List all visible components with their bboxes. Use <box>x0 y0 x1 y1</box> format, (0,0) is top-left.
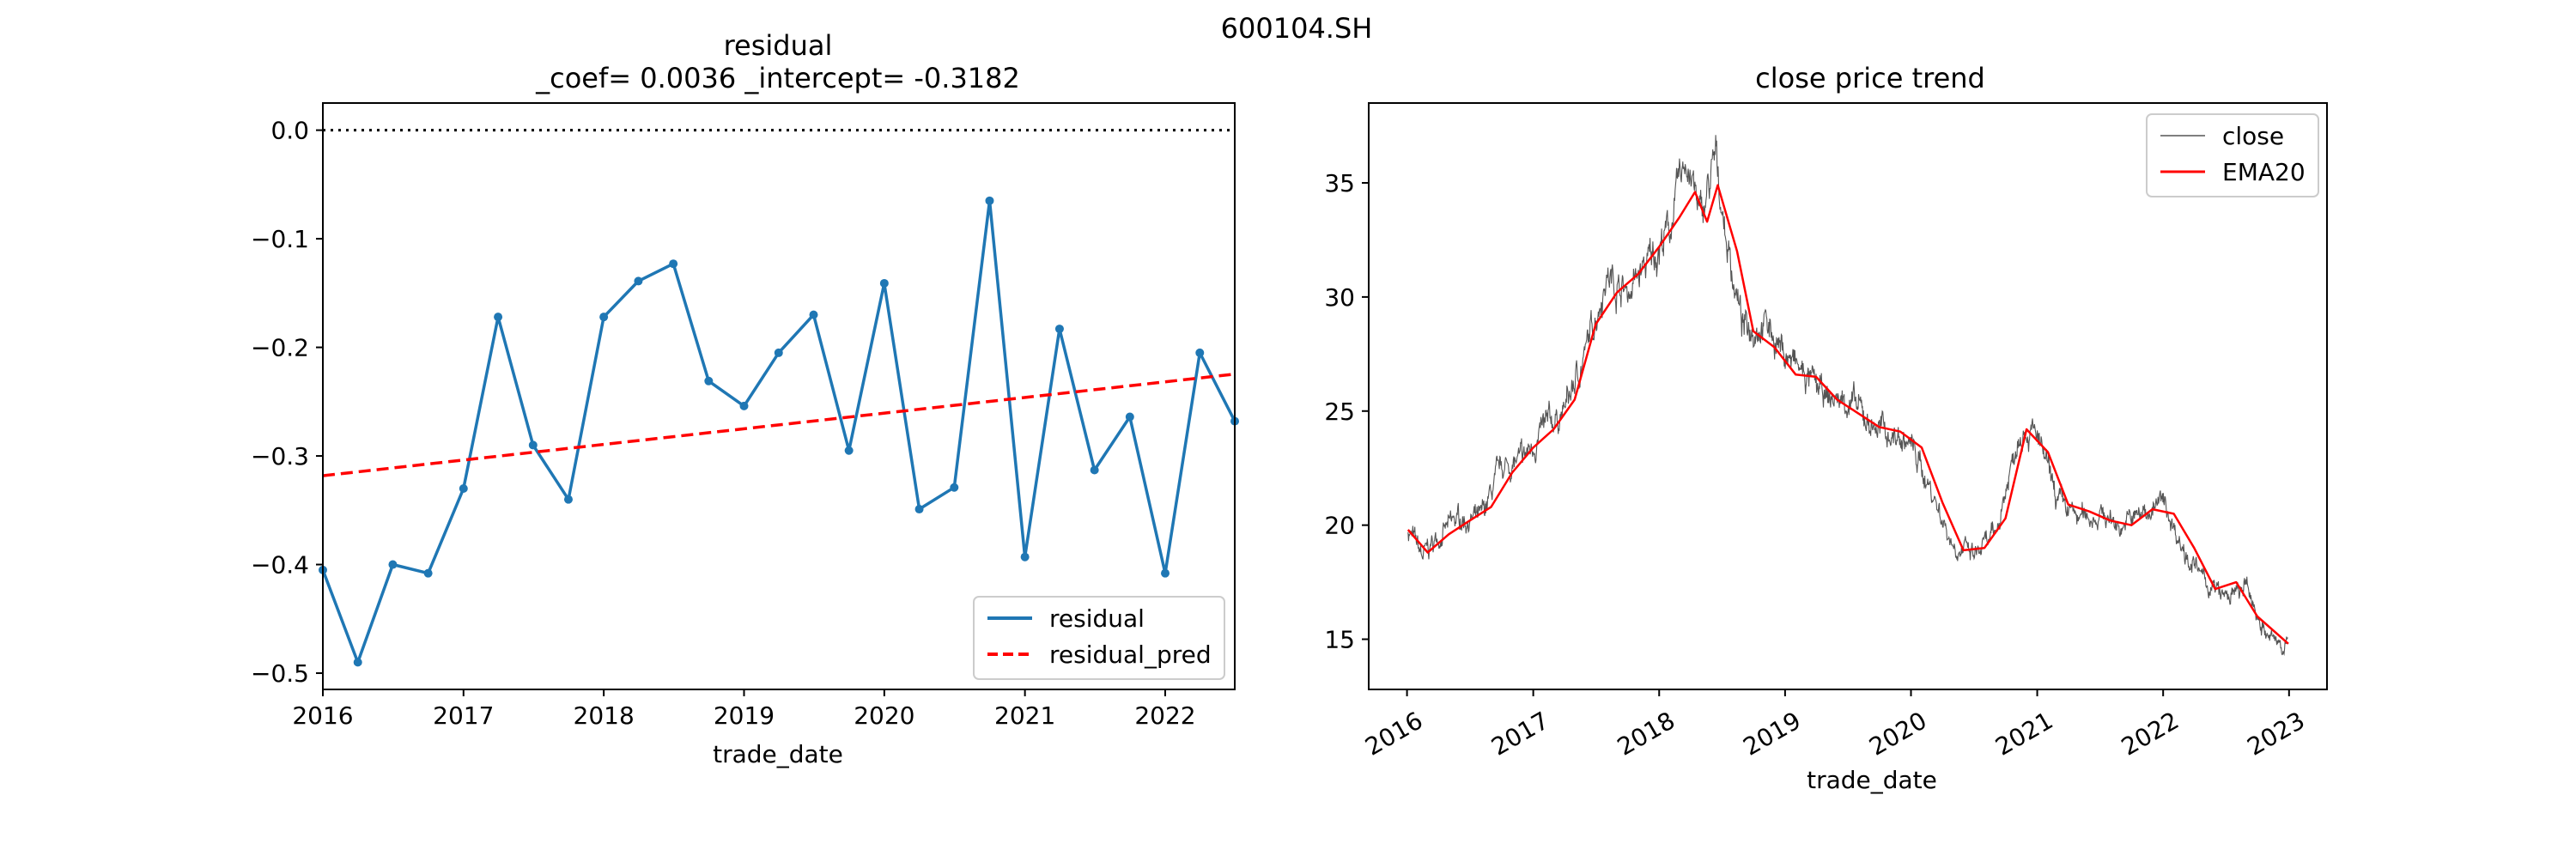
residual-chart: residual _coef= 0.0036 _intercept= -0.31… <box>251 29 1239 768</box>
y-tick-label: −0.3 <box>251 442 309 470</box>
residual-point <box>1020 552 1030 562</box>
x-tick-label: 2018 <box>1613 706 1680 761</box>
residual-point <box>809 310 818 319</box>
close-price-chart-xlabel: trade_date <box>1807 766 1937 794</box>
legend-label-ema20: EMA20 <box>2222 158 2306 186</box>
residual-point <box>494 313 503 322</box>
residual-point <box>1054 325 1064 334</box>
residual-point <box>528 440 538 450</box>
residual-chart-title-line1: residual <box>724 29 833 62</box>
x-tick-label: 2022 <box>2117 706 2184 761</box>
close-price-chart-x-axis: 2016 2017 2018 2019 2020 2021 2022 2023 <box>1360 689 2310 762</box>
residual-point <box>459 484 468 494</box>
residual-chart-plot-area <box>319 129 1239 667</box>
residual-point <box>879 278 889 288</box>
residual-chart-legend: residual residual_pred <box>973 596 1225 680</box>
x-tick-label: 2022 <box>1134 701 1195 730</box>
close-price-chart-frame <box>1368 102 2328 690</box>
y-tick-label: 25 <box>1324 398 1355 426</box>
residual-point <box>599 313 609 322</box>
residual-point <box>353 658 362 667</box>
x-tick-label: 2019 <box>1739 706 1806 761</box>
legend-label-residual: residual <box>1049 604 1145 633</box>
figure-suptitle: 600104.SH <box>1221 12 1373 45</box>
close-price-chart-plot-area <box>1406 135 2289 657</box>
x-tick-label: 2018 <box>574 701 635 730</box>
residual-point <box>739 401 749 410</box>
x-tick-label: 2023 <box>2242 706 2309 761</box>
residual-chart-y-axis: 0.0 −0.1 −0.2 −0.3 −0.4 −0.5 <box>251 117 323 688</box>
x-tick-label: 2021 <box>994 701 1055 730</box>
x-tick-label: 2021 <box>1990 706 2057 761</box>
residual-point <box>844 446 854 455</box>
y-tick-label: 0.0 <box>270 117 309 145</box>
x-tick-label: 2020 <box>854 701 914 730</box>
legend-label-close: close <box>2222 122 2284 150</box>
x-tick-label: 2017 <box>1486 706 1553 761</box>
y-tick-label: −0.1 <box>251 225 309 253</box>
residual-point <box>1160 568 1170 578</box>
residual-chart-x-axis: 2016 2017 2018 2019 2020 2021 2022 <box>292 689 1196 730</box>
y-tick-label: 30 <box>1324 283 1355 312</box>
legend-label-residual-pred: residual_pred <box>1049 640 1212 669</box>
residual-point <box>423 568 433 578</box>
residual-point <box>1090 465 1099 475</box>
residual-point <box>774 348 783 357</box>
x-tick-label: 2016 <box>1360 706 1427 761</box>
x-tick-label: 2019 <box>714 701 775 730</box>
y-tick-label: 20 <box>1324 512 1355 540</box>
residual-chart-frame <box>322 102 1236 690</box>
residual-point <box>388 560 398 569</box>
x-tick-label: 2016 <box>292 701 353 730</box>
y-tick-label: −0.5 <box>251 659 309 688</box>
residual-point <box>950 483 959 492</box>
close-price-chart-title: close price trend <box>1755 62 1985 94</box>
legend-frame <box>2146 113 2319 197</box>
series-residual-pred-line <box>322 372 1236 477</box>
residual-chart-title-line2: _coef= 0.0036 _intercept= -0.3182 <box>535 62 1020 94</box>
close-price-chart-y-axis: 15 20 25 30 35 <box>1324 169 1369 654</box>
residual-point <box>704 376 714 385</box>
x-tick-label: 2017 <box>433 701 494 730</box>
x-tick-label: 2020 <box>1864 706 1931 761</box>
residual-point <box>985 196 994 205</box>
y-tick-label: 35 <box>1324 169 1355 197</box>
y-tick-label: −0.4 <box>251 551 309 580</box>
y-tick-label: −0.2 <box>251 334 309 362</box>
residual-point <box>669 259 678 269</box>
residual-point <box>1195 348 1205 357</box>
series-residual-line <box>321 199 1236 665</box>
residual-point <box>1125 412 1134 422</box>
legend-frame <box>973 596 1225 680</box>
residual-point <box>563 495 573 504</box>
close-price-chart-legend: close EMA20 <box>2146 113 2319 197</box>
series-close-line <box>1407 135 2288 657</box>
series-ema20-line <box>1406 184 2289 645</box>
residual-chart-xlabel: trade_date <box>713 740 843 768</box>
residual-point <box>914 505 924 514</box>
close-price-chart: close price trend 2016 2017 2018 2019 2020 20… <box>1324 62 2328 794</box>
y-tick-label: 15 <box>1324 626 1355 654</box>
residual-point <box>634 276 643 286</box>
